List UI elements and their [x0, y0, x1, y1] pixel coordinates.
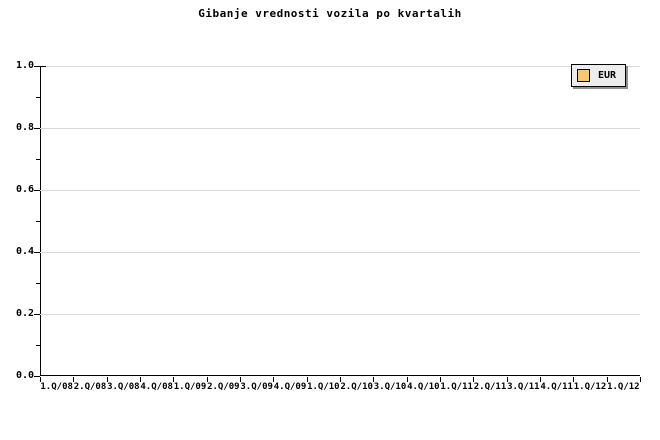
x-axis-tick: [273, 377, 274, 382]
x-axis-label: 1.Q/12: [573, 382, 607, 392]
x-axis-tick: [540, 377, 541, 382]
x-axis-label: 4.Q/09: [273, 382, 307, 392]
x-axis-label: 1.Q/12: [607, 382, 640, 392]
y-axis-label: 0.0: [15, 370, 34, 381]
x-axis-label: 2.Q/10: [340, 382, 373, 392]
legend-swatch-icon: [577, 69, 590, 82]
y-major-tick: [34, 66, 40, 67]
horizontal-gridline: [40, 314, 640, 315]
x-axis-label: 3.Q/08: [107, 382, 140, 392]
x-axis-tick: [107, 377, 108, 382]
x-axis-tick: [40, 377, 41, 382]
y-minor-tick: [36, 221, 40, 222]
horizontal-gridline: [40, 190, 640, 191]
y-major-tick: [34, 128, 40, 129]
x-axis-tick: [507, 377, 508, 382]
x-axis-tick: [373, 377, 374, 382]
y-minor-tick: [36, 345, 40, 346]
y-major-tick: [34, 376, 40, 377]
y-axis-label: 0.8: [15, 122, 34, 133]
y-major-tick: [34, 190, 40, 191]
x-axis-label: 3.Q/10: [373, 382, 407, 392]
y-axis-label: 1.0: [15, 60, 34, 71]
x-axis-label: 4.Q/11: [540, 382, 573, 392]
chart-title: Gibanje vrednosti vozila po kvartalih: [198, 7, 462, 20]
y-axis-label: 0.6: [15, 184, 34, 195]
x-axis-tick: [407, 377, 408, 382]
x-axis-tick: [440, 377, 441, 382]
y-major-tick: [34, 252, 40, 253]
y-minor-tick: [36, 283, 40, 284]
x-axis-label: 2.Q/11: [473, 382, 507, 392]
x-axis-label: 2.Q/08: [73, 382, 107, 392]
x-axis-label: 1.Q/08: [40, 382, 73, 392]
x-axis-tick: [173, 377, 174, 382]
x-axis-tick: [240, 377, 241, 382]
x-axis-label: 1.Q/10: [307, 382, 340, 392]
y-axis-label: 0.2: [15, 308, 34, 319]
y-axis-label: 0.4: [15, 246, 34, 257]
x-axis-tick: [340, 377, 341, 382]
x-axis-tick: [473, 377, 474, 382]
x-axis-tick: [207, 377, 208, 382]
x-axis-label: 3.Q/11: [507, 382, 540, 392]
x-axis-tick: [573, 377, 574, 382]
y-minor-tick: [36, 159, 40, 160]
y-major-tick: [34, 314, 40, 315]
horizontal-gridline: [40, 66, 640, 67]
horizontal-gridline: [40, 128, 640, 129]
x-axis-tick: [307, 377, 308, 382]
x-axis-tick: [140, 377, 141, 382]
x-axis-tick: [607, 377, 608, 382]
legend: EUR: [571, 64, 627, 87]
x-axis-label: 3.Q/09: [240, 382, 273, 392]
x-axis-label: 1.Q/11: [440, 382, 473, 392]
plot-area: [40, 66, 640, 376]
horizontal-gridline: [40, 252, 640, 253]
top-axis-corner-segment: [40, 66, 46, 67]
x-axis-label: 4.Q/08: [140, 382, 173, 392]
x-axis-tick: [640, 377, 641, 382]
legend-item-label: EUR: [598, 70, 617, 81]
x-axis-label: 2.Q/09: [207, 382, 240, 392]
y-minor-tick: [36, 97, 40, 98]
x-axis-label: 1.Q/09: [173, 382, 207, 392]
x-axis-label: 4.Q/10: [407, 382, 440, 392]
x-axis-tick: [73, 377, 74, 382]
